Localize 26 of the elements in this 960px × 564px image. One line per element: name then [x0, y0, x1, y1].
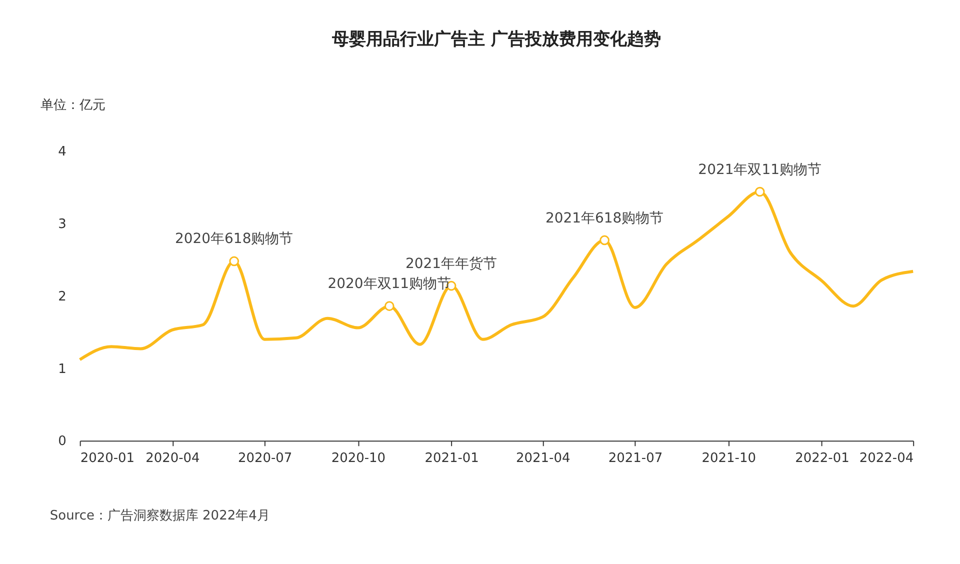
x-tick-label: 2021-04 [516, 451, 570, 466]
point [229, 256, 240, 266]
annotation: 2021年双11购物节 [698, 162, 822, 178]
y-tick-label: 2 [58, 289, 66, 304]
x-tick-label: 2022-04 [859, 451, 914, 466]
x-tick-label: 2020-04 [146, 451, 200, 466]
x-tick-label: 2021-01 [424, 451, 479, 466]
point [600, 235, 610, 246]
y-tick-label: 4 [58, 144, 66, 160]
y-tick-label: 1 [58, 362, 66, 377]
point [754, 186, 765, 197]
annotation: 2021年年货节 [406, 256, 498, 272]
y-tick-label: 3 [58, 217, 66, 232]
x-tick-label: 2020-07 [238, 451, 292, 466]
x-tick-label: 2020-10 [331, 451, 386, 466]
x-tick-label: 2020-01 [80, 451, 135, 466]
x-tick-label: 2021-10 [702, 451, 756, 466]
annotation: 2020年618购物节 [174, 231, 294, 248]
y-axis-title: 单位：亿元 [40, 98, 106, 113]
x-tick-label: 2022-01 [795, 451, 850, 466]
source-note: Source：广告洞察数据库 2022年4月 [50, 507, 270, 524]
point [384, 301, 394, 311]
y-tick-label: 0 [58, 434, 66, 450]
annotation: 2021年618购物节 [545, 210, 664, 226]
x-tick-label: 2021-07 [608, 451, 663, 466]
chart-title: 母婴用品行业广告主 广告投放费用变化趋势 [331, 28, 661, 48]
